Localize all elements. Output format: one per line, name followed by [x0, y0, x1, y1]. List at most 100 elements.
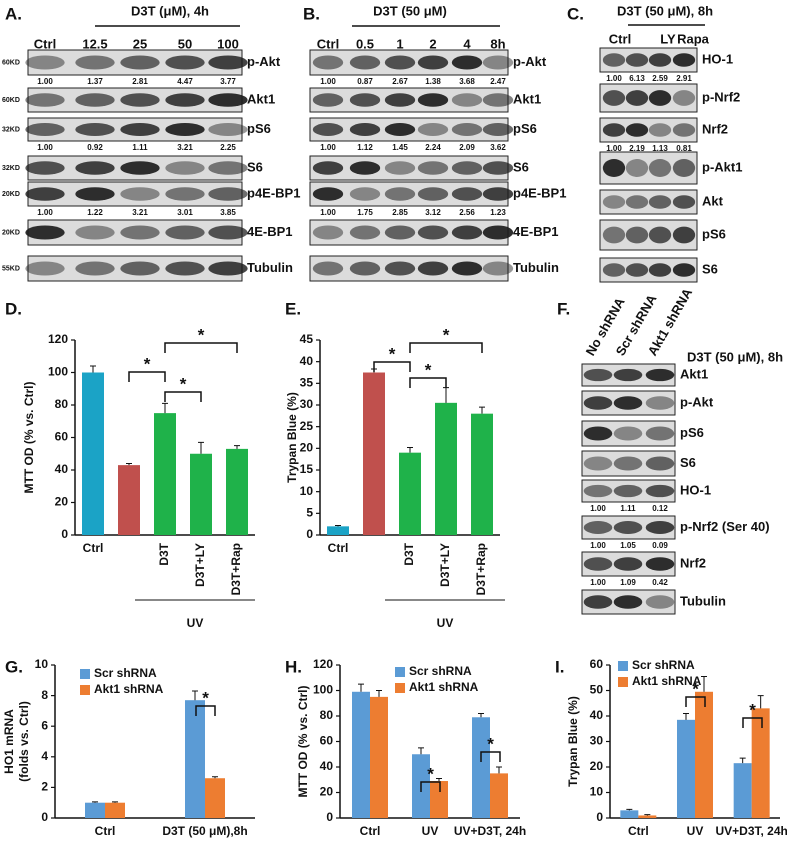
y-tick-label: 40 — [300, 354, 314, 368]
legend-label: Scr shRNA — [94, 666, 157, 680]
bar — [105, 802, 125, 818]
band — [672, 90, 696, 106]
row-label: p-Akt1 — [702, 159, 742, 174]
band — [384, 161, 416, 175]
quant-value: 1.38 — [425, 77, 441, 86]
band — [120, 187, 160, 201]
y-tick-label: 4 — [41, 749, 48, 763]
panel-label: H. — [285, 657, 302, 676]
row-label: p-Nrf2 — [702, 89, 740, 104]
band — [648, 195, 672, 209]
row-label: Akt — [702, 193, 724, 208]
y-tick-label: 2 — [41, 780, 48, 794]
lane-label: LY — [660, 31, 676, 46]
quant-value: 3.85 — [220, 208, 236, 217]
y-tick-label: 0 — [596, 810, 603, 824]
panel-label: B. — [303, 4, 320, 23]
band — [208, 161, 248, 175]
quant-value: 3.77 — [220, 77, 236, 86]
band — [625, 226, 649, 244]
error-bar — [358, 683, 364, 692]
bar — [435, 402, 457, 535]
band — [648, 123, 672, 137]
significance-bracket — [373, 361, 411, 372]
band — [613, 595, 643, 609]
quant-value: 1.00 — [606, 144, 622, 153]
size-marker: 60KD — [2, 59, 20, 66]
bar — [82, 372, 104, 535]
bar — [85, 802, 105, 818]
band — [384, 93, 416, 107]
quant-value: 1.00 — [320, 208, 336, 217]
band — [417, 93, 449, 107]
significance-star: * — [427, 764, 434, 783]
band — [625, 90, 649, 106]
band — [451, 123, 483, 136]
row-label: p-Akt — [680, 394, 714, 409]
band — [625, 53, 649, 67]
group-label: UV — [437, 616, 454, 630]
significance-bracket — [685, 696, 706, 707]
y-axis-label: Trypan Blue (%) — [566, 696, 580, 787]
row-label: Nrf2 — [680, 555, 706, 570]
band — [613, 368, 643, 382]
quant-value: 1.00 — [320, 143, 336, 152]
error-bar — [212, 776, 218, 779]
error-bar — [757, 695, 764, 709]
y-tick-label: 60 — [55, 430, 69, 444]
x-tick-label: Ctrl — [360, 824, 381, 838]
band — [75, 161, 115, 175]
x-tick-label: UV+D3T, 24h — [715, 824, 787, 838]
bar — [733, 763, 752, 818]
band — [312, 123, 344, 136]
x-tick-label: D3T (50 μM),8h — [162, 824, 247, 838]
quant-value: 2.81 — [132, 77, 148, 86]
row-label: pS6 — [513, 121, 537, 136]
band — [451, 187, 483, 201]
y-tick-label: 100 — [48, 365, 68, 379]
y-tick-label: 60 — [590, 657, 604, 671]
y-tick-label: 20 — [300, 441, 314, 455]
band — [75, 55, 115, 70]
band — [208, 225, 248, 240]
band — [613, 456, 643, 471]
significance-bracket — [420, 781, 441, 792]
row-label: p4E-BP1 — [513, 185, 566, 200]
band — [482, 93, 514, 107]
band — [672, 123, 696, 137]
band — [165, 161, 205, 175]
band — [648, 263, 672, 277]
band — [75, 123, 115, 136]
x-tick-label: D3T+Rap — [229, 543, 243, 595]
lane-label: 2 — [429, 36, 436, 51]
band — [165, 93, 205, 107]
row-label: 4E-BP1 — [513, 224, 559, 239]
panel-label: I. — [555, 657, 564, 676]
band — [417, 225, 449, 240]
band — [482, 123, 514, 136]
row-label: S6 — [513, 159, 529, 174]
row-label: pS6 — [680, 425, 704, 440]
band — [645, 595, 675, 609]
bar — [399, 452, 421, 535]
band — [75, 225, 115, 240]
error-bar — [198, 441, 204, 454]
significance-star: * — [144, 354, 151, 373]
quant-value: 1.00 — [37, 208, 53, 217]
panel-label: A. — [5, 4, 22, 23]
x-tick-label: D3T — [402, 542, 416, 565]
band — [451, 55, 483, 70]
band — [625, 159, 649, 177]
band — [672, 195, 696, 209]
band — [645, 557, 675, 571]
band — [613, 521, 643, 534]
band — [602, 90, 626, 106]
lane-label: 25 — [133, 36, 147, 51]
band — [645, 368, 675, 382]
band — [312, 93, 344, 107]
y-tick-label: 0 — [41, 810, 48, 824]
y-tick-label: 100 — [313, 683, 333, 697]
band — [25, 93, 65, 107]
error-bar — [376, 690, 382, 697]
lane-label: 12.5 — [82, 36, 107, 51]
